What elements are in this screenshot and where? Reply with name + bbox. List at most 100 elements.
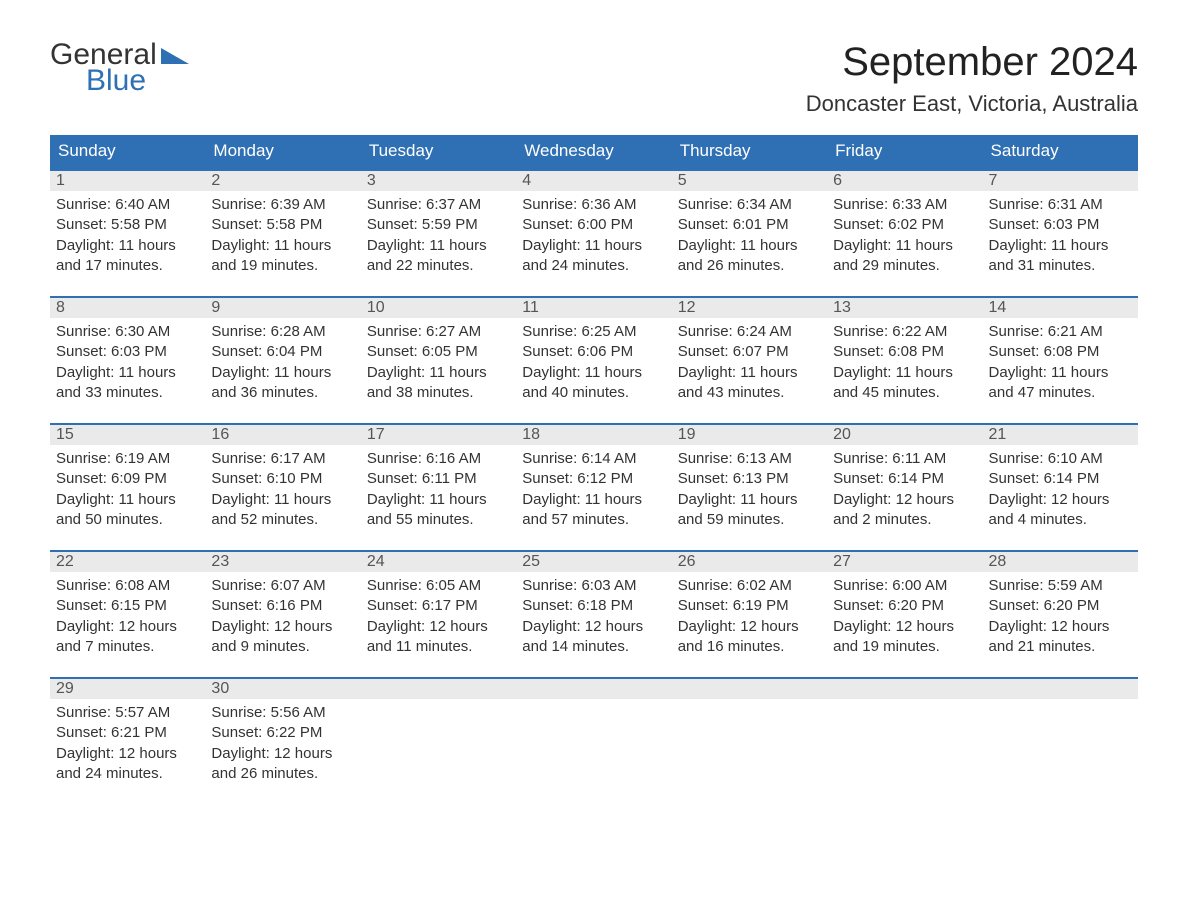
day-daylight1: Daylight: 12 hours [367,617,510,637]
day-number [827,677,982,699]
day-body: Sunrise: 6:27 AMSunset: 6:05 PMDaylight:… [361,318,516,405]
day-sunset: Sunset: 6:19 PM [678,596,821,616]
day-number: 7 [983,169,1138,191]
day-number: 10 [361,296,516,318]
day-sunrise: Sunrise: 6:16 AM [367,449,510,469]
day-cell: 27Sunrise: 6:00 AMSunset: 6:20 PMDayligh… [827,550,982,659]
day-sunrise: Sunrise: 6:37 AM [367,195,510,215]
day-body: Sunrise: 6:19 AMSunset: 6:09 PMDaylight:… [50,445,205,532]
day-body: Sunrise: 6:24 AMSunset: 6:07 PMDaylight:… [672,318,827,405]
day-body: Sunrise: 6:34 AMSunset: 6:01 PMDaylight:… [672,191,827,278]
day-daylight2: and 21 minutes. [989,637,1132,657]
day-sunset: Sunset: 6:06 PM [522,342,665,362]
day-daylight1: Daylight: 11 hours [522,490,665,510]
day-daylight2: and 57 minutes. [522,510,665,530]
day-daylight1: Daylight: 11 hours [367,490,510,510]
day-sunrise: Sunrise: 5:57 AM [56,703,199,723]
day-number: 2 [205,169,360,191]
day-daylight2: and 19 minutes. [833,637,976,657]
day-cell: 29Sunrise: 5:57 AMSunset: 6:21 PMDayligh… [50,677,205,786]
day-cell: 21Sunrise: 6:10 AMSunset: 6:14 PMDayligh… [983,423,1138,532]
day-daylight2: and 2 minutes. [833,510,976,530]
day-daylight1: Daylight: 12 hours [522,617,665,637]
day-daylight2: and 17 minutes. [56,256,199,276]
day-sunrise: Sunrise: 6:39 AM [211,195,354,215]
day-sunset: Sunset: 5:58 PM [211,215,354,235]
day-sunrise: Sunrise: 6:03 AM [522,576,665,596]
day-sunset: Sunset: 6:08 PM [833,342,976,362]
day-cell: 25Sunrise: 6:03 AMSunset: 6:18 PMDayligh… [516,550,671,659]
day-body: Sunrise: 6:11 AMSunset: 6:14 PMDaylight:… [827,445,982,532]
day-cell: 11Sunrise: 6:25 AMSunset: 6:06 PMDayligh… [516,296,671,405]
day-daylight1: Daylight: 12 hours [989,617,1132,637]
day-daylight2: and 38 minutes. [367,383,510,403]
day-body: Sunrise: 6:13 AMSunset: 6:13 PMDaylight:… [672,445,827,532]
dow-cell: Thursday [672,135,827,169]
day-sunrise: Sunrise: 6:10 AM [989,449,1132,469]
day-cell: 12Sunrise: 6:24 AMSunset: 6:07 PMDayligh… [672,296,827,405]
week-row: 29Sunrise: 5:57 AMSunset: 6:21 PMDayligh… [50,677,1138,786]
day-sunrise: Sunrise: 6:34 AM [678,195,821,215]
day-sunrise: Sunrise: 6:28 AM [211,322,354,342]
day-body: Sunrise: 5:59 AMSunset: 6:20 PMDaylight:… [983,572,1138,659]
day-daylight2: and 43 minutes. [678,383,821,403]
day-sunset: Sunset: 6:14 PM [989,469,1132,489]
day-sunset: Sunset: 6:10 PM [211,469,354,489]
day-daylight1: Daylight: 12 hours [211,617,354,637]
logo-text-blue: Blue [86,66,146,96]
day-daylight2: and 36 minutes. [211,383,354,403]
day-cell: 7Sunrise: 6:31 AMSunset: 6:03 PMDaylight… [983,169,1138,278]
day-number: 27 [827,550,982,572]
day-number: 16 [205,423,360,445]
day-daylight1: Daylight: 12 hours [678,617,821,637]
day-daylight2: and 4 minutes. [989,510,1132,530]
day-daylight2: and 16 minutes. [678,637,821,657]
dow-cell: Wednesday [516,135,671,169]
day-number: 23 [205,550,360,572]
day-cell: 19Sunrise: 6:13 AMSunset: 6:13 PMDayligh… [672,423,827,532]
day-daylight1: Daylight: 12 hours [833,490,976,510]
day-daylight1: Daylight: 11 hours [678,236,821,256]
day-cell: 9Sunrise: 6:28 AMSunset: 6:04 PMDaylight… [205,296,360,405]
day-body: Sunrise: 6:33 AMSunset: 6:02 PMDaylight:… [827,191,982,278]
day-number: 30 [205,677,360,699]
day-number: 15 [50,423,205,445]
weeks-container: 1Sunrise: 6:40 AMSunset: 5:58 PMDaylight… [50,169,1138,786]
calendar: SundayMondayTuesdayWednesdayThursdayFrid… [50,135,1138,786]
day-daylight1: Daylight: 11 hours [211,490,354,510]
day-number: 19 [672,423,827,445]
day-body [672,699,827,739]
day-sunset: Sunset: 6:22 PM [211,723,354,743]
day-number: 29 [50,677,205,699]
day-sunset: Sunset: 6:21 PM [56,723,199,743]
day-cell: 15Sunrise: 6:19 AMSunset: 6:09 PMDayligh… [50,423,205,532]
day-sunrise: Sunrise: 6:11 AM [833,449,976,469]
day-sunset: Sunset: 5:59 PM [367,215,510,235]
day-cell: 22Sunrise: 6:08 AMSunset: 6:15 PMDayligh… [50,550,205,659]
day-sunrise: Sunrise: 6:24 AM [678,322,821,342]
day-sunrise: Sunrise: 5:56 AM [211,703,354,723]
day-body [361,699,516,739]
day-number: 8 [50,296,205,318]
day-cell: 13Sunrise: 6:22 AMSunset: 6:08 PMDayligh… [827,296,982,405]
day-body: Sunrise: 6:30 AMSunset: 6:03 PMDaylight:… [50,318,205,405]
day-daylight1: Daylight: 12 hours [989,490,1132,510]
day-number: 14 [983,296,1138,318]
dow-cell: Monday [205,135,360,169]
day-daylight2: and 26 minutes. [211,764,354,784]
day-cell: 6Sunrise: 6:33 AMSunset: 6:02 PMDaylight… [827,169,982,278]
day-number: 5 [672,169,827,191]
day-cell: 26Sunrise: 6:02 AMSunset: 6:19 PMDayligh… [672,550,827,659]
day-number: 24 [361,550,516,572]
day-sunset: Sunset: 6:20 PM [989,596,1132,616]
week-row: 8Sunrise: 6:30 AMSunset: 6:03 PMDaylight… [50,296,1138,405]
day-sunrise: Sunrise: 6:21 AM [989,322,1132,342]
day-sunrise: Sunrise: 6:31 AM [989,195,1132,215]
day-sunset: Sunset: 6:05 PM [367,342,510,362]
day-sunset: Sunset: 6:18 PM [522,596,665,616]
day-sunrise: Sunrise: 6:14 AM [522,449,665,469]
day-number: 13 [827,296,982,318]
day-number: 17 [361,423,516,445]
day-cell: 16Sunrise: 6:17 AMSunset: 6:10 PMDayligh… [205,423,360,532]
day-daylight1: Daylight: 11 hours [989,363,1132,383]
